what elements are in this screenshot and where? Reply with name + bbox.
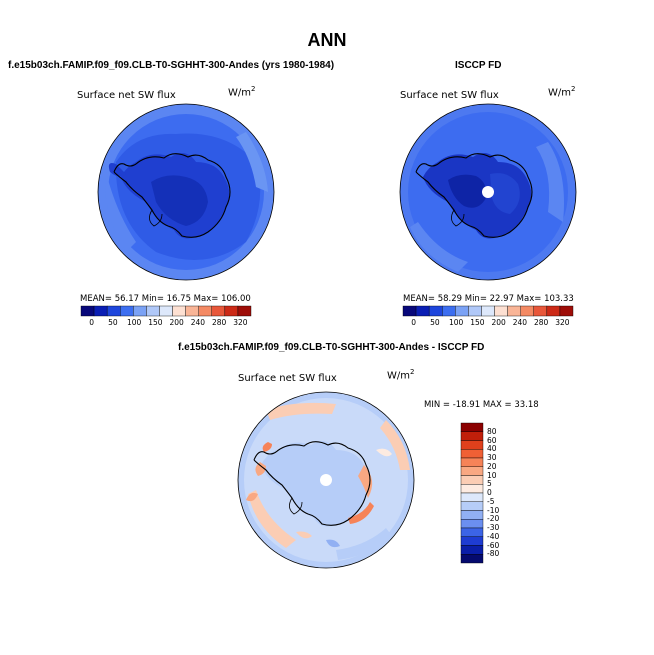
colorbar-swatch xyxy=(468,305,482,317)
diff-colorbar-swatch xyxy=(460,449,484,459)
diff-colorbar-swatch xyxy=(460,510,484,520)
diff-panel-case-title: f.e15b03ch.FAMIP.f09_f09.CLB-T0-SGHHT-30… xyxy=(178,342,485,353)
right-panel-units-label: W/m2 xyxy=(548,85,576,99)
diff-colorbar-label: 30 xyxy=(487,453,497,462)
diff-colorbar-label: -30 xyxy=(487,523,500,532)
diff-colorbar-label: 0 xyxy=(487,488,492,497)
diff-colorbar-label: -80 xyxy=(487,549,500,559)
diff-panel-variable-label: Surface net SW flux xyxy=(238,373,337,384)
colorbar-tick-label: 200 xyxy=(169,318,184,327)
diff-colorbar-swatch xyxy=(460,431,484,441)
colorbar-tick-label: 280 xyxy=(211,318,227,327)
colorbar-swatch xyxy=(237,305,252,317)
colorbar-tick-label: 0 xyxy=(89,318,95,327)
colorbar-swatch xyxy=(185,305,199,317)
colorbar-swatch xyxy=(428,305,443,317)
colorbar-swatch xyxy=(146,305,160,317)
colorbar-swatch xyxy=(455,305,469,317)
diff-colorbar-swatch xyxy=(460,554,484,564)
diff-colorbar-swatch xyxy=(460,475,484,485)
colorbar-tick-label: 240 xyxy=(512,318,528,327)
left-panel-stats: MEAN= 56.17 Min= 16.75 Max= 106.00 xyxy=(80,294,251,304)
diff-colorbar-swatch xyxy=(460,492,484,502)
right-polar-map xyxy=(399,103,577,281)
diff-panel-stats: MIN = -18.91 MAX = 33.18 xyxy=(424,400,539,410)
diff-colorbar-label: 10 xyxy=(487,470,497,480)
colorbar-swatch xyxy=(106,305,121,317)
colorbar-tick-label: 50 xyxy=(108,318,118,327)
colorbar-swatch xyxy=(402,305,417,317)
diff-colorbar-swatch xyxy=(460,536,484,546)
diff-colorbar-swatch xyxy=(460,484,484,494)
colorbar-swatch xyxy=(481,305,495,317)
colorbar-tick-label: 320 xyxy=(555,318,570,327)
colorbar-swatch xyxy=(507,305,521,317)
colorbar-tick-label: 150 xyxy=(470,318,485,327)
colorbar-tick-label: 100 xyxy=(448,318,464,327)
colorbar-swatch xyxy=(93,305,108,317)
diff-colorbar-label: -20 xyxy=(487,514,500,524)
colorbar-swatch xyxy=(533,305,548,317)
diff-colorbar-labels: 80 60 40 30 20 10 5 0 -5 -10 -20 -30 -40 -60 -80 xyxy=(487,423,527,563)
colorbar-tick-label: 100 xyxy=(126,318,142,327)
diff-colorbar-label: -40 xyxy=(487,531,500,541)
left-panel-units-label: W/m2 xyxy=(228,85,256,99)
colorbar-swatch xyxy=(224,305,239,317)
left-colorbar xyxy=(80,305,252,317)
diff-colorbar-swatch xyxy=(460,501,484,511)
diff-colorbar-label: 20 xyxy=(487,461,497,471)
colorbar-swatch xyxy=(198,305,212,317)
colorbar-swatch xyxy=(415,305,430,317)
page-title: ANN xyxy=(307,30,347,50)
colorbar-swatch xyxy=(494,305,508,317)
colorbar-tick-label: 240 xyxy=(190,318,206,327)
diff-colorbar-label: -10 xyxy=(487,505,500,515)
colorbar-swatch xyxy=(211,305,226,317)
diff-colorbar-swatch xyxy=(460,457,484,467)
colorbar-swatch xyxy=(159,305,173,317)
diff-colorbar xyxy=(460,422,484,564)
diff-colorbar-swatch xyxy=(460,466,484,476)
colorbar-tick-label: 320 xyxy=(233,318,248,327)
diff-colorbar-label: -60 xyxy=(487,540,500,550)
colorbar-swatch xyxy=(172,305,186,317)
colorbar-swatch xyxy=(133,305,147,317)
colorbar-tick-label: 50 xyxy=(430,318,440,327)
colorbar-swatch xyxy=(120,305,134,317)
diff-colorbar-swatch xyxy=(460,422,484,432)
diff-colorbar-swatch xyxy=(460,545,484,555)
diff-colorbar-label: 60 xyxy=(487,435,497,445)
colorbar-swatch xyxy=(546,305,561,317)
right-colorbar xyxy=(402,305,574,317)
left-panel-variable-label: Surface net SW flux xyxy=(77,90,176,101)
left-polar-map xyxy=(97,103,275,281)
diff-colorbar-label: -5 xyxy=(487,496,495,506)
diff-colorbar-label: 5 xyxy=(487,479,492,489)
right-panel-case-title: ISCCP FD xyxy=(455,60,502,71)
colorbar-swatch xyxy=(559,305,574,317)
diff-polar-map xyxy=(237,391,415,569)
right-panel-stats: MEAN= 58.29 Min= 22.97 Max= 103.33 xyxy=(403,294,574,304)
right-colorbar-ticks: 0 50 100 150 200 240 280 320 xyxy=(403,318,573,328)
diff-colorbar-swatch xyxy=(460,440,484,450)
diff-colorbar-swatch xyxy=(460,527,484,537)
colorbar-tick-label: 150 xyxy=(148,318,163,327)
diff-panel-units-label: W/m2 xyxy=(387,368,415,382)
diff-colorbar-label: 40 xyxy=(487,444,497,454)
diff-colorbar-swatch xyxy=(460,519,484,529)
colorbar-swatch xyxy=(80,305,95,317)
colorbar-swatch xyxy=(442,305,456,317)
colorbar-tick-label: 200 xyxy=(491,318,506,327)
left-colorbar-ticks: 0 50 100 150 200 240 280 320 xyxy=(81,318,251,328)
right-panel-variable-label: Surface net SW flux xyxy=(400,90,499,101)
diff-colorbar-label: 80 xyxy=(487,426,497,436)
colorbar-swatch xyxy=(520,305,534,317)
colorbar-tick-label: 0 xyxy=(411,318,417,327)
left-panel-case-title: f.e15b03ch.FAMIP.f09_f09.CLB-T0-SGHHT-30… xyxy=(8,60,335,71)
colorbar-tick-label: 280 xyxy=(533,318,549,327)
